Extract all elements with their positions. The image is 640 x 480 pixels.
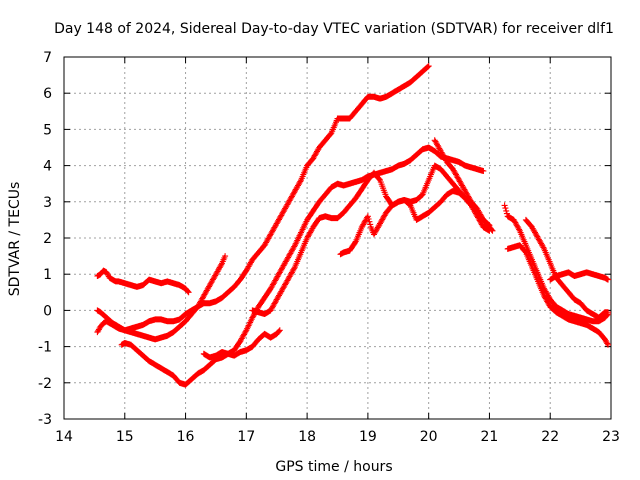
x-tick-label: 23: [602, 429, 620, 445]
y-tick-label: 5: [43, 122, 52, 138]
series-points: [94, 253, 229, 343]
series-track-5: [200, 327, 283, 361]
y-tick-label: 7: [43, 50, 52, 66]
x-tick-label: 16: [177, 429, 195, 445]
series-track-8: [431, 137, 496, 234]
y-tick-label: 3: [43, 195, 52, 211]
x-tick-label: 17: [237, 429, 255, 445]
y-tick-label: 2: [43, 231, 52, 247]
data-series: [94, 63, 611, 388]
x-tick-label: 21: [481, 429, 499, 445]
series-points: [200, 327, 283, 361]
series-track-6: [249, 162, 493, 317]
series-track-9: [501, 202, 611, 325]
series-points: [547, 269, 611, 283]
x-tick-label: 14: [55, 429, 73, 445]
y-tick-label: -3: [38, 412, 52, 428]
series-track-2: [94, 253, 229, 343]
x-tick-label: 19: [359, 429, 377, 445]
series-points: [94, 63, 432, 334]
y-tick-label: 0: [43, 303, 52, 319]
y-tick-label: 1: [43, 267, 52, 283]
series-track-1: [94, 267, 192, 296]
x-tick-label: 18: [298, 429, 316, 445]
x-tick-label: 15: [116, 429, 134, 445]
x-tick-label: 20: [420, 429, 438, 445]
series-track-3: [94, 63, 432, 334]
y-axis: -3 -2 -1 0 1 2 3 4 5 6 7: [38, 50, 611, 428]
series-track-10: [504, 242, 611, 348]
x-tick-label: 22: [541, 429, 559, 445]
series-points: [431, 137, 496, 234]
x-axis-label: GPS time / hours: [275, 459, 392, 475]
y-tick-label: 6: [43, 86, 52, 102]
y-tick-label: 4: [43, 159, 52, 175]
y-tick-label: -2: [38, 376, 52, 392]
series-points: [504, 242, 611, 348]
series-points: [522, 216, 611, 321]
chart-title: Day 148 of 2024, Sidereal Day-to-day VTE…: [54, 21, 614, 37]
y-axis-label: SDTVAR / TECUs: [7, 182, 23, 297]
series-track-12: [547, 269, 611, 283]
series-points: [501, 202, 611, 325]
grid-lines: [64, 57, 611, 419]
x-axis: 14 15 16 17 18 19 20 21 22 23: [55, 57, 620, 445]
series-points: [94, 267, 192, 296]
series-track-11: [522, 216, 611, 321]
plot-frame: [63, 56, 612, 420]
y-tick-label: -1: [38, 340, 52, 356]
series-points: [249, 162, 493, 317]
